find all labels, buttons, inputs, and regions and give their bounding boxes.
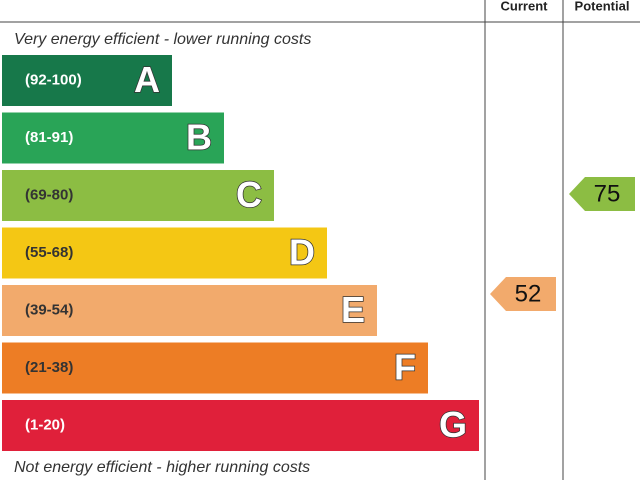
- band-range: (21-38): [25, 359, 73, 376]
- band-letter: B: [186, 117, 212, 158]
- band-bar: [2, 112, 224, 164]
- band-letter: E: [341, 289, 365, 330]
- band-range: (55-68): [25, 244, 73, 261]
- potential-header: Potential: [575, 0, 630, 13]
- band-bar: [2, 342, 428, 394]
- top-note: Very energy efficient - lower running co…: [14, 31, 311, 48]
- current-score: 52: [515, 280, 542, 307]
- band-range: (81-91): [25, 129, 73, 146]
- band-range: (1-20): [25, 416, 65, 433]
- band-bar: [2, 227, 327, 279]
- band-range: (92-100): [25, 71, 82, 88]
- band-bar: [2, 285, 377, 336]
- band-bar: [2, 55, 172, 106]
- band-letter: D: [289, 232, 315, 273]
- current-header: Current: [501, 0, 549, 13]
- band-letter: F: [394, 347, 416, 388]
- potential-score: 75: [594, 180, 621, 207]
- band-letter: A: [134, 59, 160, 100]
- bottom-note: Not energy efficient - higher running co…: [14, 459, 310, 476]
- band-bar: [2, 170, 274, 221]
- band-letter: G: [439, 404, 467, 445]
- current-arrow: [490, 277, 556, 311]
- potential-arrow: [569, 177, 635, 211]
- band-letter: C: [236, 174, 262, 215]
- band-range: (39-54): [25, 301, 73, 318]
- band-bar: [2, 400, 479, 451]
- band-range: (69-80): [25, 186, 73, 203]
